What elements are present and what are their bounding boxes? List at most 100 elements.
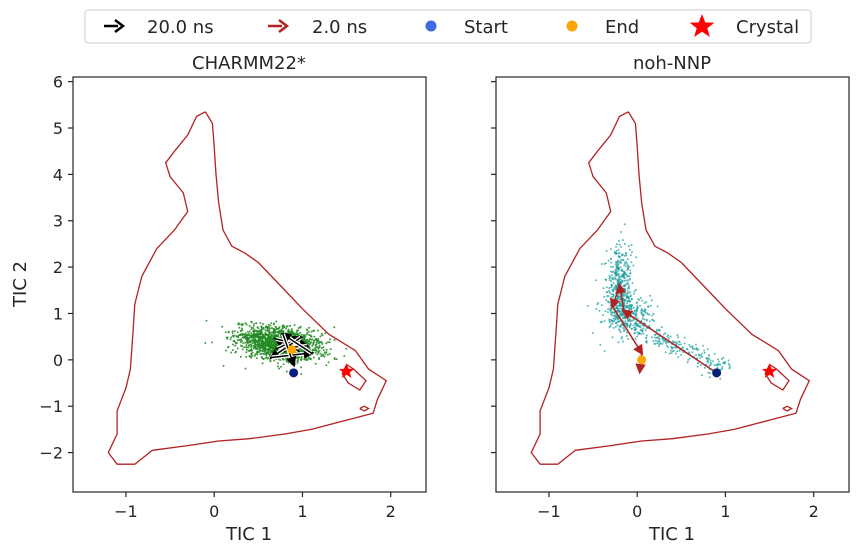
- scatter-point: [619, 331, 622, 334]
- scatter-point: [300, 366, 303, 369]
- scatter-point: [273, 331, 276, 334]
- scatter-point: [678, 340, 681, 343]
- scatter-point: [259, 353, 262, 356]
- scatter-point: [278, 367, 281, 370]
- scatter-point: [612, 314, 615, 317]
- scatter-point: [639, 296, 642, 299]
- scatter-point: [617, 266, 619, 269]
- scatter-point: [618, 307, 621, 310]
- scatter-point: [250, 344, 253, 347]
- scatter-point: [235, 335, 238, 338]
- scatter-point: [248, 325, 251, 327]
- scatter-point: [656, 305, 659, 308]
- scatter-point: [321, 334, 324, 337]
- scatter-point: [308, 326, 311, 329]
- scatter-point: [230, 336, 233, 339]
- legend-label-start: Start: [464, 17, 508, 38]
- scatter-point: [244, 335, 247, 337]
- scatter-point: [624, 251, 627, 254]
- scatter-point: [231, 349, 234, 352]
- scatter-point: [260, 325, 263, 328]
- y-tick-label: −1: [39, 397, 63, 416]
- scatter-point: [315, 337, 318, 340]
- scatter-point: [630, 244, 633, 246]
- scatter-point: [710, 362, 713, 365]
- scatter-point: [265, 344, 268, 347]
- scatter-point: [614, 325, 617, 328]
- scatter-point: [279, 365, 282, 368]
- scatter-point: [266, 333, 269, 336]
- scatter-point: [306, 331, 309, 334]
- scatter-point: [271, 337, 274, 340]
- scatter-point: [622, 272, 625, 275]
- scatter-point: [628, 303, 631, 306]
- scatter-point: [603, 262, 606, 265]
- scatter-point: [625, 254, 627, 257]
- scatter-point: [613, 311, 616, 314]
- scatter-point: [628, 311, 631, 314]
- scatter-point: [626, 306, 629, 309]
- scatter-point: [659, 342, 662, 345]
- scatter-point: [609, 309, 611, 312]
- scatter-point: [612, 317, 615, 320]
- scatter-point: [632, 324, 635, 327]
- scatter-point: [205, 319, 208, 322]
- arrow-segment: [611, 306, 644, 356]
- legend-end-dot-icon: [566, 20, 578, 32]
- scatter-point: [727, 362, 730, 365]
- scatter-point: [248, 355, 251, 358]
- scatter-point: [270, 327, 273, 329]
- scatter-point: [252, 340, 255, 343]
- scatter-point: [323, 351, 326, 354]
- scatter-point: [650, 336, 653, 339]
- scatter-point: [276, 331, 279, 334]
- scatter-point: [604, 310, 607, 313]
- plot-area-charmm22: [107, 111, 388, 465]
- scatter-point: [285, 327, 287, 330]
- scatter-point: [623, 270, 626, 273]
- scatter-point: [634, 312, 637, 314]
- scatter-point: [315, 341, 318, 344]
- scatter-point: [616, 318, 619, 321]
- scatter-point: [270, 333, 273, 336]
- scatter-point: [700, 354, 703, 357]
- scatter-point: [314, 344, 317, 347]
- scatter-point: [665, 342, 668, 345]
- scatter-point: [630, 308, 633, 311]
- scatter-point: [309, 342, 312, 344]
- scatter-point: [304, 334, 306, 337]
- scatter-point: [613, 304, 616, 307]
- scatter-point: [251, 342, 254, 345]
- scatter-point: [615, 302, 618, 305]
- scatter-point: [255, 330, 258, 333]
- scatter-point: [254, 334, 257, 337]
- scatter-point: [611, 296, 614, 298]
- scatter-point: [229, 338, 232, 341]
- scatter-point: [263, 342, 266, 345]
- scatter-point: [618, 239, 621, 242]
- x-axis-label-charmm22: TIC 1: [225, 524, 272, 545]
- scatter-point: [616, 283, 619, 286]
- scatter-point: [240, 327, 243, 330]
- scatter-point: [621, 259, 624, 262]
- scatter-point: [642, 310, 645, 313]
- scatter-point: [699, 364, 702, 367]
- scatter-point: [320, 332, 323, 335]
- scatter-point: [610, 313, 612, 316]
- scatter-point: [626, 292, 629, 295]
- scatter-point: [642, 332, 645, 335]
- scatter-point: [626, 302, 629, 305]
- scatter-point: [693, 348, 696, 350]
- scatter-point: [605, 286, 608, 289]
- scatter-point: [649, 304, 652, 307]
- scatter-point: [631, 319, 634, 322]
- scatter-point: [325, 364, 328, 367]
- scatter-point: [609, 265, 612, 268]
- scatter-point: [273, 359, 276, 362]
- scatter-point: [632, 292, 635, 295]
- scatter-point: [236, 347, 239, 350]
- scatter-point: [619, 303, 622, 306]
- scatter-point: [261, 350, 264, 353]
- scatter-point: [632, 306, 635, 309]
- scatter-point: [623, 275, 626, 278]
